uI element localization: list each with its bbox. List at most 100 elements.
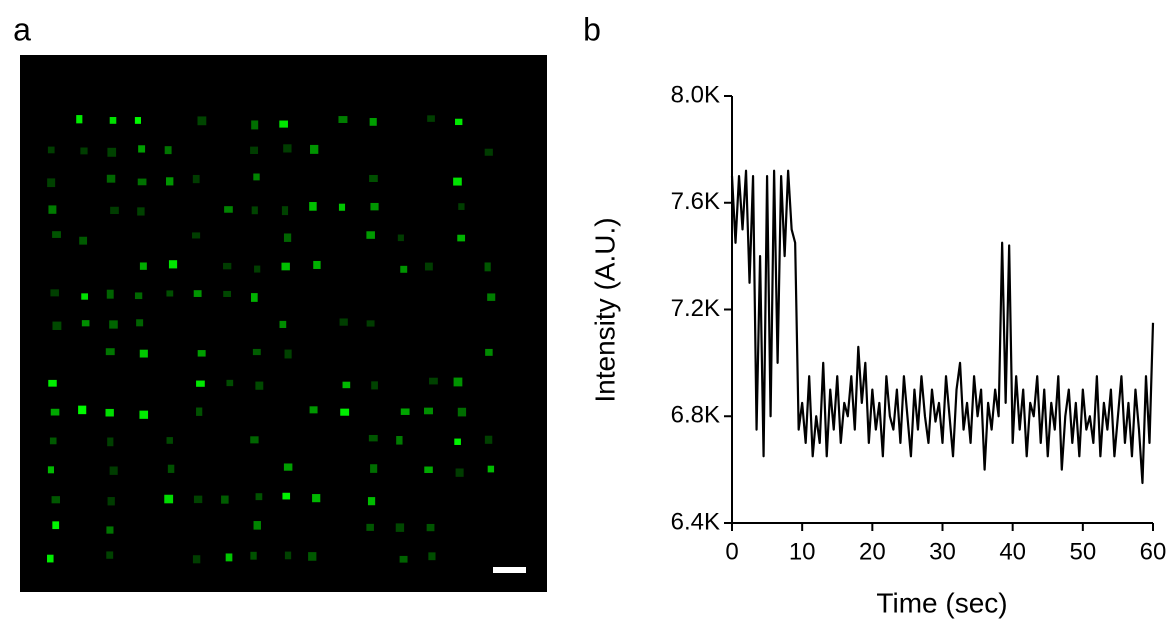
spot bbox=[284, 551, 292, 560]
x-tick-label: 20 bbox=[859, 538, 886, 565]
spot bbox=[458, 203, 465, 210]
spot bbox=[109, 466, 118, 475]
spot bbox=[250, 146, 259, 155]
spot bbox=[196, 407, 203, 416]
spot bbox=[427, 115, 435, 122]
data-line bbox=[730, 169, 1155, 485]
spot bbox=[134, 292, 143, 300]
spot bbox=[366, 523, 374, 531]
spot bbox=[250, 551, 257, 560]
spot bbox=[366, 231, 375, 239]
spot bbox=[250, 436, 259, 444]
spot bbox=[164, 494, 174, 504]
spot bbox=[282, 492, 291, 500]
spot bbox=[226, 379, 234, 387]
spot bbox=[164, 146, 172, 155]
x-tick-label: 10 bbox=[789, 538, 816, 565]
spot bbox=[80, 147, 88, 155]
spot bbox=[428, 552, 436, 561]
y-axis-title: Intensity (A.U.) bbox=[589, 217, 620, 402]
spot bbox=[225, 553, 233, 562]
spot bbox=[110, 206, 119, 215]
spot bbox=[193, 290, 202, 297]
spot bbox=[139, 410, 149, 419]
spot bbox=[192, 555, 201, 564]
spot bbox=[309, 406, 318, 414]
spot bbox=[107, 497, 115, 506]
spot bbox=[139, 349, 148, 358]
spot bbox=[255, 381, 264, 390]
spot bbox=[253, 521, 261, 530]
spot bbox=[279, 320, 287, 328]
spot bbox=[424, 407, 433, 415]
spot bbox=[338, 116, 348, 123]
spot bbox=[223, 262, 232, 270]
spot bbox=[76, 115, 83, 124]
spot bbox=[47, 466, 54, 474]
spot bbox=[197, 116, 207, 126]
spot bbox=[105, 408, 114, 417]
spot bbox=[139, 262, 147, 270]
scale-bar bbox=[493, 567, 526, 573]
y-tick-label: 7.2K bbox=[671, 295, 720, 322]
spot bbox=[50, 408, 60, 416]
spot bbox=[396, 436, 403, 445]
spot bbox=[47, 146, 55, 154]
spot bbox=[167, 464, 175, 473]
spot bbox=[168, 260, 178, 269]
spot bbox=[310, 144, 319, 154]
spot bbox=[136, 319, 144, 327]
spot bbox=[81, 293, 89, 300]
spot bbox=[454, 438, 461, 445]
spot bbox=[313, 260, 321, 269]
spot bbox=[107, 437, 114, 447]
spot bbox=[196, 380, 205, 387]
spot bbox=[253, 173, 260, 181]
spot bbox=[397, 234, 404, 242]
spot bbox=[312, 494, 321, 503]
spot bbox=[281, 206, 289, 216]
spot bbox=[105, 348, 115, 356]
spot bbox=[166, 437, 173, 444]
spot bbox=[369, 174, 378, 182]
spot bbox=[109, 320, 118, 329]
spot bbox=[251, 206, 258, 215]
spot bbox=[429, 377, 438, 385]
spot bbox=[106, 174, 116, 183]
spot bbox=[284, 349, 292, 359]
spot bbox=[137, 178, 147, 186]
fluorescent-spots bbox=[47, 115, 496, 564]
spot bbox=[49, 437, 57, 445]
spot bbox=[457, 407, 467, 417]
spot bbox=[52, 321, 62, 330]
spot bbox=[487, 293, 496, 301]
spot bbox=[192, 232, 201, 239]
spot bbox=[399, 555, 408, 563]
y-tick-label: 8.0K bbox=[671, 81, 720, 108]
spot bbox=[251, 293, 258, 302]
spot bbox=[48, 205, 57, 214]
spot bbox=[309, 202, 317, 211]
spot bbox=[370, 464, 378, 473]
spot bbox=[78, 405, 87, 415]
spot bbox=[106, 551, 114, 559]
x-tick-label: 0 bbox=[725, 538, 738, 565]
panel-label: a bbox=[13, 11, 31, 47]
spot bbox=[457, 234, 466, 242]
spot bbox=[138, 145, 146, 153]
x-tick-label: 30 bbox=[929, 538, 956, 565]
spot bbox=[52, 231, 61, 238]
spot bbox=[166, 177, 174, 186]
spot bbox=[369, 117, 377, 126]
spot bbox=[51, 496, 61, 504]
spot bbox=[283, 144, 292, 153]
spot bbox=[193, 495, 203, 504]
spot bbox=[370, 202, 379, 211]
spot bbox=[107, 147, 117, 157]
spot bbox=[134, 117, 141, 124]
spot bbox=[400, 408, 410, 415]
spot bbox=[485, 348, 493, 356]
panel-label: b bbox=[583, 11, 601, 47]
spot bbox=[371, 381, 378, 390]
